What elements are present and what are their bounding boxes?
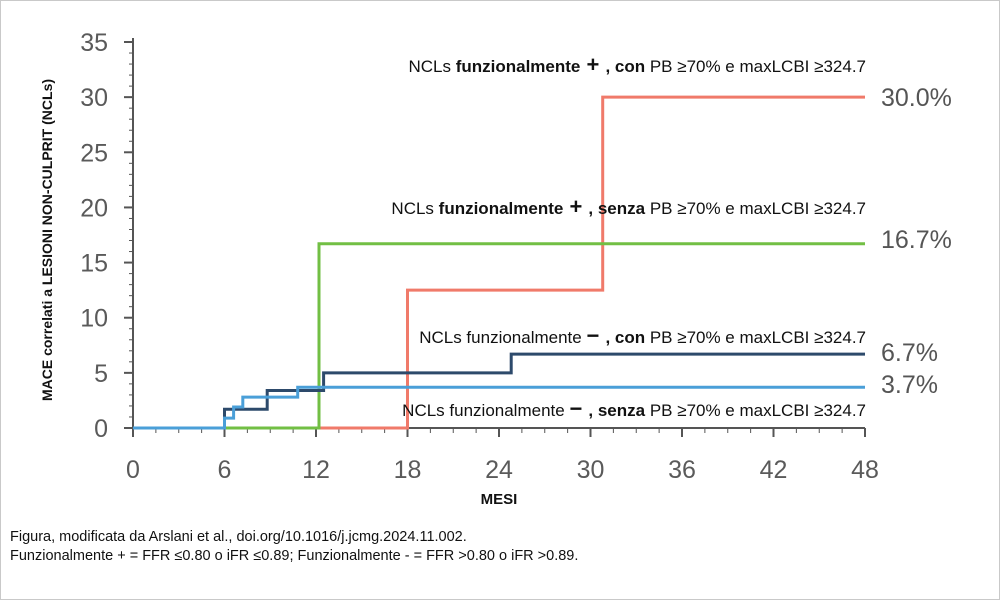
series-label-part: NCLs funzionalmente (419, 328, 586, 347)
series-labels: 30.0% 16.7% 6.7% 3.7% NCLs funzionalmente + … (391, 52, 951, 421)
series-label-part: PB ≥70% e maxLCBI ≥324.7 (645, 199, 866, 218)
caption-line-2: Funzionalmente + = FFR ≤0.80 o iFR ≤0.89… (10, 548, 579, 564)
x-tick-label: 0 (126, 456, 140, 484)
series-label-part: NCLs (408, 57, 455, 76)
x-tick-label: 30 (577, 456, 605, 484)
series-label-3: NCLs funzionalmente − , con PB ≥70% e ma… (419, 323, 866, 348)
x-tick-label: 42 (760, 456, 788, 484)
km-chart: 0 5 10 15 20 25 30 35 0 6 12 18 24 30 36 42 48 MESI MACE c… (39, 29, 952, 508)
x-tick-label: 12 (302, 456, 330, 484)
x-axis-title: MESI (481, 491, 518, 508)
end-label-1: 30.0% (881, 84, 952, 112)
y-tick-label: 25 (80, 139, 108, 167)
series-line-1 (133, 95, 865, 430)
series-label-part: − (569, 396, 588, 421)
series-label-part: , con (605, 57, 645, 76)
series-label-part: , senza (588, 401, 645, 420)
series-label-part: PB ≥70% e maxLCBI ≥324.7 (645, 401, 866, 420)
y-tick-label: 15 (80, 250, 108, 278)
x-tick-label: 18 (394, 456, 422, 484)
y-tick-label: 35 (80, 29, 108, 57)
figure-caption: Figura, modificata da Arslani et al., do… (10, 528, 578, 566)
y-tick-label: 5 (94, 360, 108, 388)
series-label-part: + (580, 52, 605, 77)
axes: 0 5 10 15 20 25 30 35 0 6 12 18 24 30 36 42 48 MESI MACE c… (39, 29, 879, 508)
x-tick-label: 6 (218, 456, 232, 484)
series-label-part: PB ≥70% e maxLCBI ≥324.7 (645, 57, 866, 76)
end-label-2: 16.7% (881, 226, 952, 254)
caption-line-1: Figura, modificata da Arslani et al., do… (10, 529, 467, 545)
series-label-1: NCLs funzionalmente + , con PB ≥70% e ma… (408, 52, 866, 77)
series-label-4: NCLs funzionalmente − , senza PB ≥70% e … (402, 396, 866, 421)
series-label-part: − (586, 323, 605, 348)
series-label-2: NCLs funzionalmente + , senza PB ≥70% e … (391, 194, 866, 219)
series-label-part: + (563, 194, 588, 219)
series-label-part: NCLs (391, 199, 438, 218)
series-label-part: PB ≥70% e maxLCBI ≥324.7 (645, 328, 866, 347)
series-lines (133, 95, 865, 430)
y-axis-title: MACE correlati a LESIONI NON-CULPRIT (NC… (39, 79, 55, 401)
y-tick-label: 10 (80, 305, 108, 333)
series-label-part: funzionalmente (439, 199, 564, 218)
y-tick-label: 20 (80, 194, 108, 222)
series-label-part: , con (605, 328, 645, 347)
x-tick-label: 36 (668, 456, 696, 484)
y-tick-label: 30 (80, 84, 108, 112)
end-label-4: 3.7% (881, 371, 938, 399)
series-label-part: NCLs funzionalmente (402, 401, 569, 420)
series-label-part: , senza (588, 199, 645, 218)
series-label-part: funzionalmente (456, 57, 581, 76)
x-tick-label: 48 (851, 456, 879, 484)
series-line-4 (133, 385, 865, 430)
end-label-3: 6.7% (881, 339, 938, 367)
y-tick-label: 0 (94, 415, 108, 443)
x-tick-label: 24 (485, 456, 513, 484)
